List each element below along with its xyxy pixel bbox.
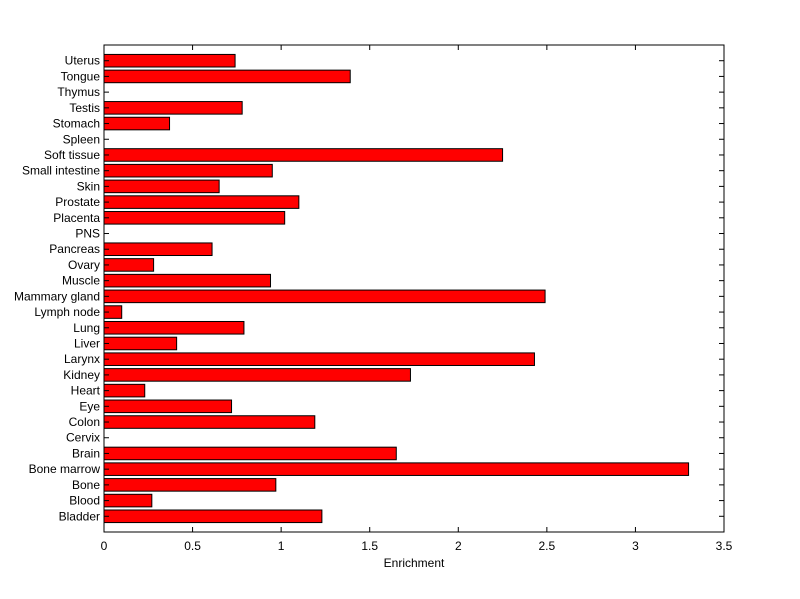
x-tick-label: 1 xyxy=(278,539,285,553)
y-tick-label: Eye xyxy=(79,399,100,413)
bar xyxy=(103,179,220,194)
y-tick-label: Skin xyxy=(77,179,100,193)
y-tick-label: Bladder xyxy=(59,509,100,523)
x-axis-label: Enrichment xyxy=(384,556,445,570)
x-ticks-group: 0 0.5 1 1.5 2 2.5 3 3.5 xyxy=(101,45,733,553)
bar xyxy=(103,352,535,366)
bar xyxy=(103,415,316,429)
bar xyxy=(103,399,233,414)
x-tick-label: 0.5 xyxy=(184,539,201,553)
bar xyxy=(103,101,243,115)
y-tick-label: Placenta xyxy=(53,211,100,225)
y-tick-label: Testis xyxy=(69,101,100,115)
bar xyxy=(103,462,690,476)
x-tick-label: 3 xyxy=(632,539,639,553)
y-tick-label: Spleen xyxy=(63,132,100,146)
y-tick-label: Heart xyxy=(71,384,101,398)
bar xyxy=(103,69,351,84)
bar xyxy=(103,289,546,304)
y-tick-label: Brain xyxy=(72,446,100,460)
bar xyxy=(103,53,236,68)
y-tick-label: Lymph node xyxy=(34,305,100,319)
y-tick-label: Larynx xyxy=(64,352,100,366)
bar xyxy=(103,478,277,492)
y-tick-label: Liver xyxy=(74,336,100,350)
y-tick-label: PNS xyxy=(75,227,100,241)
y-tick-label: Mammary gland xyxy=(14,289,100,303)
bar xyxy=(103,493,153,508)
y-tick-label: Blood xyxy=(69,494,100,508)
bar xyxy=(103,116,171,131)
bar xyxy=(103,195,300,209)
bar xyxy=(103,368,411,382)
x-tick-label: 2.5 xyxy=(539,539,556,553)
bar xyxy=(103,258,155,272)
x-tick-label: 2 xyxy=(455,539,462,553)
x-tick-label: 0 xyxy=(101,539,108,553)
bar xyxy=(103,273,272,288)
y-tick-label: Uterus xyxy=(65,54,100,68)
y-tick-label: Small intestine xyxy=(22,164,100,178)
y-tick-label: Colon xyxy=(69,415,100,429)
y-tick-label: Pancreas xyxy=(49,242,100,256)
bar xyxy=(103,163,273,178)
x-tick-label: 1.5 xyxy=(361,539,378,553)
y-tick-label: Kidney xyxy=(63,368,100,382)
bar xyxy=(103,383,146,398)
bar xyxy=(103,211,286,225)
y-tick-label: Tongue xyxy=(61,69,101,83)
bar xyxy=(103,320,245,335)
bar xyxy=(103,509,323,524)
plot-frame xyxy=(103,44,725,533)
x-tick-label: 3.5 xyxy=(716,539,733,553)
y-tick-label: Soft tissue xyxy=(44,148,100,162)
y-tick-label: Lung xyxy=(73,321,100,335)
bar xyxy=(103,148,504,162)
y-tick-label: Ovary xyxy=(68,258,100,272)
y-tick-label: Bone marrow xyxy=(29,462,101,476)
y-tick-label: Cervix xyxy=(66,431,100,445)
y-tick-label: Bone xyxy=(72,478,100,492)
bar xyxy=(103,336,178,351)
bar xyxy=(103,446,397,461)
y-tick-label: Muscle xyxy=(62,274,100,288)
y-tick-label: Stomach xyxy=(53,117,100,131)
y-tick-label: Thymus xyxy=(57,85,100,99)
bar xyxy=(103,242,213,257)
y-tick-label: Prostate xyxy=(55,195,100,209)
